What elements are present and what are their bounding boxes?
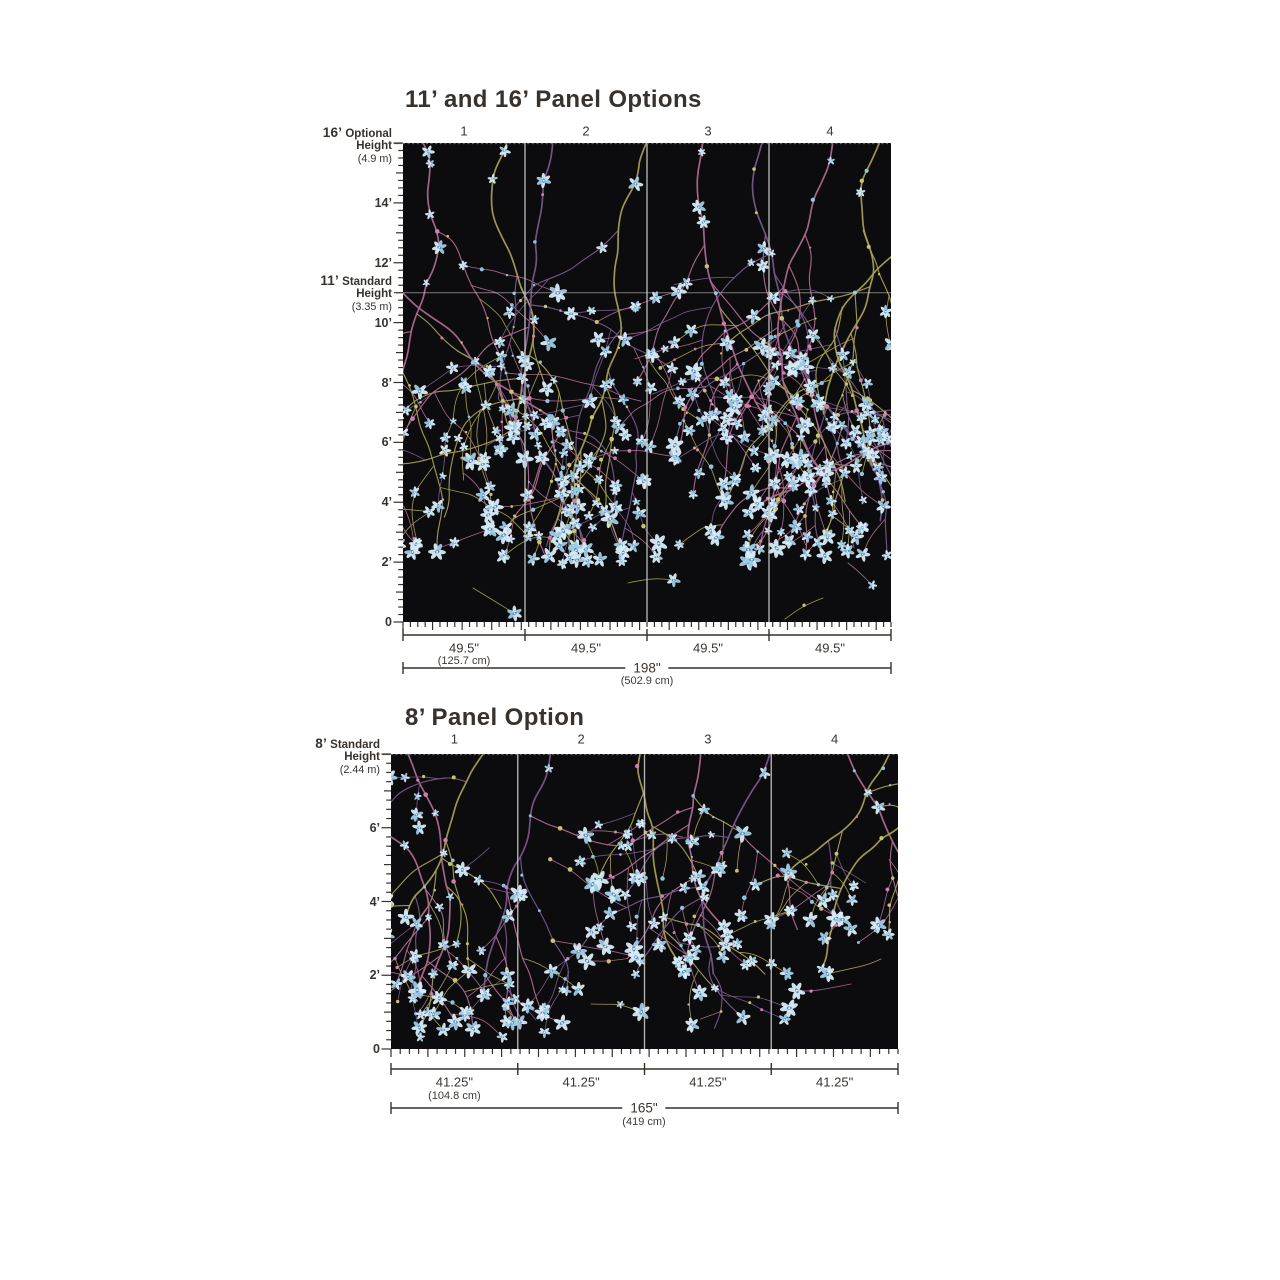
standard-height-label-8ft: 8’ Standard Height (2.44 m) [315,736,380,776]
axis-label: 4’ [369,894,380,909]
panel-number: 2 [582,123,590,139]
total-width-label-16ft: 198" [625,660,669,676]
panel-width-label: 49.5" [693,640,723,656]
axis-label: 6’ [369,820,380,835]
standard-height-11-feet: 11’ [320,273,339,288]
mural-8ft [391,754,898,1049]
standard-height-11-metric: (3.35 m) [351,300,392,313]
axis-label: 8’ [381,375,392,390]
panel-number: 4 [831,731,839,747]
panel-width-label: 41.25" [435,1074,473,1090]
axis-label: 10’ [374,315,392,330]
panel-number: 3 [704,731,712,747]
standard-height-8-word2: Height [344,751,380,764]
total-width-cm-label-8ft: (419 cm) [622,1116,666,1128]
standard-height-8-line1: 8’ Standard [315,736,380,751]
standard-height-11-word1: Standard [342,276,392,288]
axis-label: 4’ [381,495,392,510]
optional-height-word2: Height [356,140,392,153]
panel-width-label: 41.25" [562,1074,600,1090]
standard-height-8-word1: Standard [330,739,380,751]
panel-number: 3 [704,123,712,139]
panel-width-cm-label: (104.8 cm) [428,1090,481,1102]
optional-height-line1: 16’ Optional [322,125,392,140]
panel-width-label: 49.5" [571,640,601,656]
optional-height-feet: 16’ [322,125,343,140]
panel-width-cm-label: (125.7 cm) [437,655,491,667]
panel-number: 4 [826,123,834,139]
diagram-8ft-title: 8’ Panel Option [405,704,585,731]
axis-label: 14’ [374,195,392,210]
optional-height-label: 16’ Optional Height (4.9 m) [322,125,392,165]
axis-label: 2’ [381,555,392,570]
axis-label: 2’ [369,968,380,983]
axis-label: 0 [373,1042,380,1056]
optional-height-word1: Optional [345,128,392,140]
axis-label: 12’ [374,255,392,270]
panel-number: 2 [577,731,585,747]
axis-label: 0 [385,615,392,629]
standard-height-8-metric: (2.44 m) [339,763,380,776]
panel-width-label: 41.25" [816,1074,854,1090]
standard-height-label-11ft: 11’ Standard Height (3.35 m) [320,273,392,313]
optional-height-metric: (4.9 m) [357,152,392,165]
axis-label: 6’ [381,435,392,450]
standard-height-11-line1: 11’ Standard [320,273,392,288]
panel-width-label: 49.5" [815,640,845,656]
panel-width-label: 41.25" [689,1074,727,1090]
diagram-16ft-title: 11’ and 16’ Panel Options [405,86,702,113]
total-width-label-8ft: 165" [622,1100,666,1116]
standard-height-11-word2: Height [356,288,392,301]
panel-width-label: 49.5" [449,640,479,656]
panel-number: 1 [450,731,458,747]
mural-16ft [403,143,891,622]
standard-height-8-feet: 8’ [315,736,327,751]
panel-number: 1 [460,123,468,139]
total-width-cm-label-16ft: (502.9 cm) [620,675,674,687]
